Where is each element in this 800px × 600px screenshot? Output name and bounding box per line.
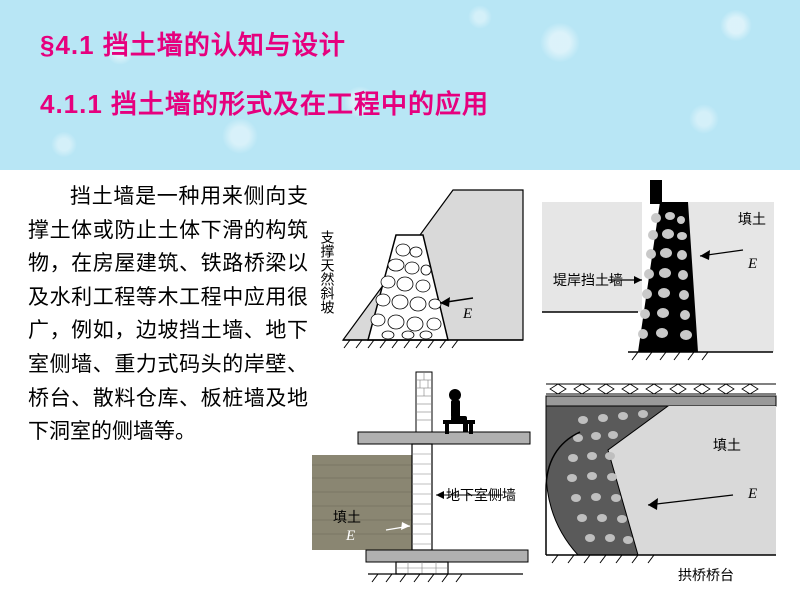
force-label: E xyxy=(747,486,757,502)
diagram-panel: E 支撑天然斜坡 xyxy=(308,180,790,449)
force-label: E xyxy=(462,306,472,322)
body-paragraph: 挡土墙是一种用来侧向支撑土体或防止土体下滑的构筑物，在房屋建筑、铁路桥梁以及水利… xyxy=(28,180,308,449)
abutment-label: 拱桥桥台 xyxy=(678,568,734,584)
title-banner: §4.1 挡土墙的认知与设计 4.1.1 挡土墙的形式及在工程中的应用 xyxy=(0,0,800,170)
paragraph-text: 挡土墙是一种用来侧向支撑土体或防止土体下滑的构筑物，在房屋建筑、铁路桥梁以及水利… xyxy=(28,180,308,449)
slope-label: 支撑天然斜坡 xyxy=(319,230,335,314)
force-label: E xyxy=(747,256,757,272)
fill-label: 填土 xyxy=(713,438,741,454)
force-label: E xyxy=(345,528,355,544)
diagram-slope-wall: E 支撑天然斜坡 xyxy=(308,180,528,360)
content-area: 挡土墙是一种用来侧向支撑土体或防止土体下滑的构筑物，在房屋建筑、铁路桥梁以及水利… xyxy=(0,170,800,449)
section-heading: §4.1 挡土墙的认知与设计 xyxy=(40,25,760,62)
fill-label: 填土 xyxy=(333,510,361,526)
fill-label: 填土 xyxy=(738,212,766,228)
wall-label: 地下室侧墙 xyxy=(446,487,516,504)
subsection-heading: 4.1.1 挡土墙的形式及在工程中的应用 xyxy=(40,84,760,121)
embankment-label: 堤岸挡土墙 xyxy=(553,273,623,289)
diagram-arch-abutment: 填土 E 拱桥桥台 xyxy=(538,380,783,590)
diagram-embankment: 堤岸挡土墙 填土 E xyxy=(538,180,778,370)
diagram-basement: 填土 E 地下室侧墙 xyxy=(308,370,533,585)
